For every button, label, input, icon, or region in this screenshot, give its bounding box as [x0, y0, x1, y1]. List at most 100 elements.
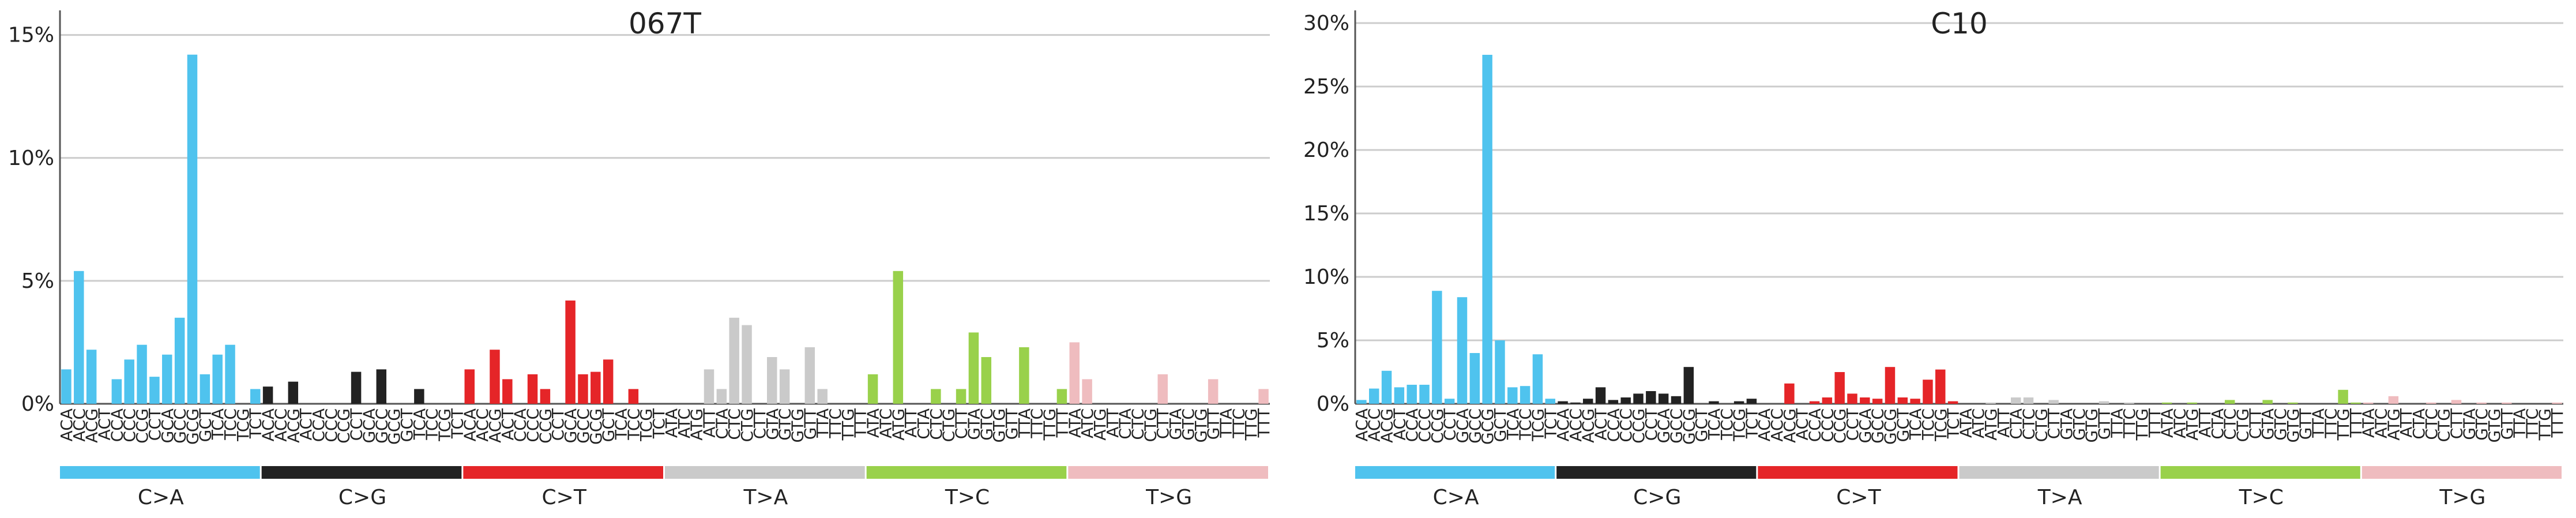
- x-tick-label: TCC: [1717, 408, 1736, 441]
- x-tick-label: TCC: [1516, 408, 1535, 441]
- x-tick-label: ATA: [662, 408, 681, 438]
- bar: [2476, 402, 2487, 404]
- bar: [2426, 402, 2436, 404]
- x-tick-label: ACA: [57, 408, 76, 441]
- x-tick-label: ACG: [82, 408, 101, 443]
- x-tick-label: TCA: [1503, 408, 1522, 440]
- x-tick-label: GCA: [1856, 408, 1875, 443]
- bar: [742, 325, 752, 404]
- x-tick-label: GTC: [2472, 408, 2491, 441]
- x-tick-label: TCT: [1742, 408, 1761, 439]
- x-tick-label: CCG: [1629, 408, 1648, 444]
- x-tick-label: ACT: [296, 408, 315, 440]
- x-tick-label: CTT: [1153, 408, 1172, 439]
- bar: [1432, 291, 1442, 404]
- x-tick-label: TTC: [1229, 408, 1248, 439]
- mutation-class-label: C>A: [138, 486, 184, 509]
- x-tick-label: ATA: [1956, 408, 1975, 438]
- mutation-class-label: T>A: [743, 486, 788, 509]
- x-tick-label: TCG: [1730, 408, 1749, 442]
- x-tick-label: ACC: [271, 408, 290, 442]
- x-tick-label: TTT: [2346, 408, 2366, 438]
- chart-title: 067T: [629, 7, 701, 40]
- x-tick-label: TCC: [423, 408, 442, 441]
- bar: [1082, 379, 1092, 404]
- x-tick-label: GTT: [800, 408, 819, 440]
- bar: [1620, 397, 1631, 404]
- bar: [212, 354, 223, 404]
- x-tick-label: CCA: [1402, 408, 1421, 442]
- bar: [2224, 400, 2235, 404]
- x-tick-label: GCT: [397, 408, 416, 442]
- x-tick-label: TTC: [2120, 408, 2139, 439]
- bar: [1860, 397, 1870, 404]
- x-tick-label: GTC: [2271, 408, 2290, 441]
- bar: [250, 389, 261, 404]
- mutation-class-strip: [60, 466, 260, 479]
- x-tick-label: CTG: [2233, 408, 2252, 442]
- x-tick-label: TTG: [838, 408, 858, 441]
- bar: [1356, 400, 1367, 404]
- bar: [527, 374, 538, 404]
- x-tick-label: CTT: [2447, 408, 2466, 439]
- bar: [1733, 401, 1744, 404]
- x-tick-label: GTA: [2057, 408, 2076, 440]
- x-tick-label: TTA: [2510, 408, 2529, 438]
- bar: [414, 389, 424, 404]
- x-tick-label: GCC: [1868, 408, 1887, 444]
- x-tick-label: TCC: [1919, 408, 1938, 441]
- mutation-class-strip: [2361, 466, 2562, 479]
- y-tick-label: 10%: [1303, 265, 1349, 289]
- bar: [1885, 367, 1896, 404]
- mutation-class-label: T>A: [2037, 486, 2082, 509]
- x-tick-label: GTA: [1166, 408, 1185, 440]
- bar: [74, 271, 84, 404]
- x-tick-label: CTG: [738, 408, 757, 442]
- bar: [817, 389, 828, 404]
- x-tick-label: ACG: [1579, 408, 1598, 443]
- bar: [1985, 402, 1996, 404]
- x-tick-label: TTG: [1040, 408, 1059, 441]
- x-tick-label: GCT: [195, 408, 215, 442]
- mutation-class-strip: [1068, 466, 1268, 479]
- x-tick-label: ACG: [1780, 408, 1799, 443]
- mutation-class-strip: [866, 466, 1067, 479]
- x-tick-label: CCA: [107, 408, 126, 442]
- bar: [1394, 387, 1405, 404]
- bar: [351, 371, 362, 404]
- x-tick-label: GTG: [2082, 408, 2101, 443]
- x-tick-label: CCC: [120, 408, 139, 442]
- bar: [61, 369, 72, 404]
- x-tick-label: CTA: [1116, 408, 1135, 440]
- mutation-class-label: C>T: [1836, 486, 1881, 509]
- x-tick-label: ACT: [1592, 408, 1611, 440]
- x-tick-label: GCT: [1893, 408, 1912, 442]
- x-tick-label: TCG: [1528, 408, 1547, 442]
- x-tick-label: GCT: [1491, 408, 1510, 442]
- bar: [2288, 402, 2298, 404]
- bar: [867, 374, 878, 404]
- x-tick-label: ACT: [1793, 408, 1812, 440]
- chart-title: C10: [1931, 7, 1988, 40]
- x-tick-label: TTC: [2321, 408, 2340, 439]
- bar: [981, 357, 992, 404]
- x-tick-label: TTA: [2107, 408, 2126, 438]
- bar: [1809, 401, 1820, 404]
- x-tick-label: ATG: [1090, 408, 1110, 441]
- x-tick-label: CCG: [536, 408, 555, 444]
- x-tick-label: TTG: [2535, 408, 2554, 441]
- x-tick-label: GTA: [763, 408, 782, 440]
- bar: [1419, 385, 1430, 404]
- x-tick-label: GCG: [385, 408, 404, 445]
- x-tick-label: CCC: [322, 408, 341, 442]
- x-tick-label: TCT: [649, 408, 668, 439]
- x-tick-label: CCG: [133, 408, 152, 444]
- x-tick-label: GCG: [183, 408, 202, 445]
- x-tick-label: ATC: [675, 408, 694, 438]
- bar: [2048, 400, 2059, 404]
- x-tick-label: GTG: [1191, 408, 1210, 443]
- bar: [2124, 402, 2134, 404]
- x-tick-label: GTC: [2070, 408, 2089, 441]
- bar: [1923, 380, 1933, 404]
